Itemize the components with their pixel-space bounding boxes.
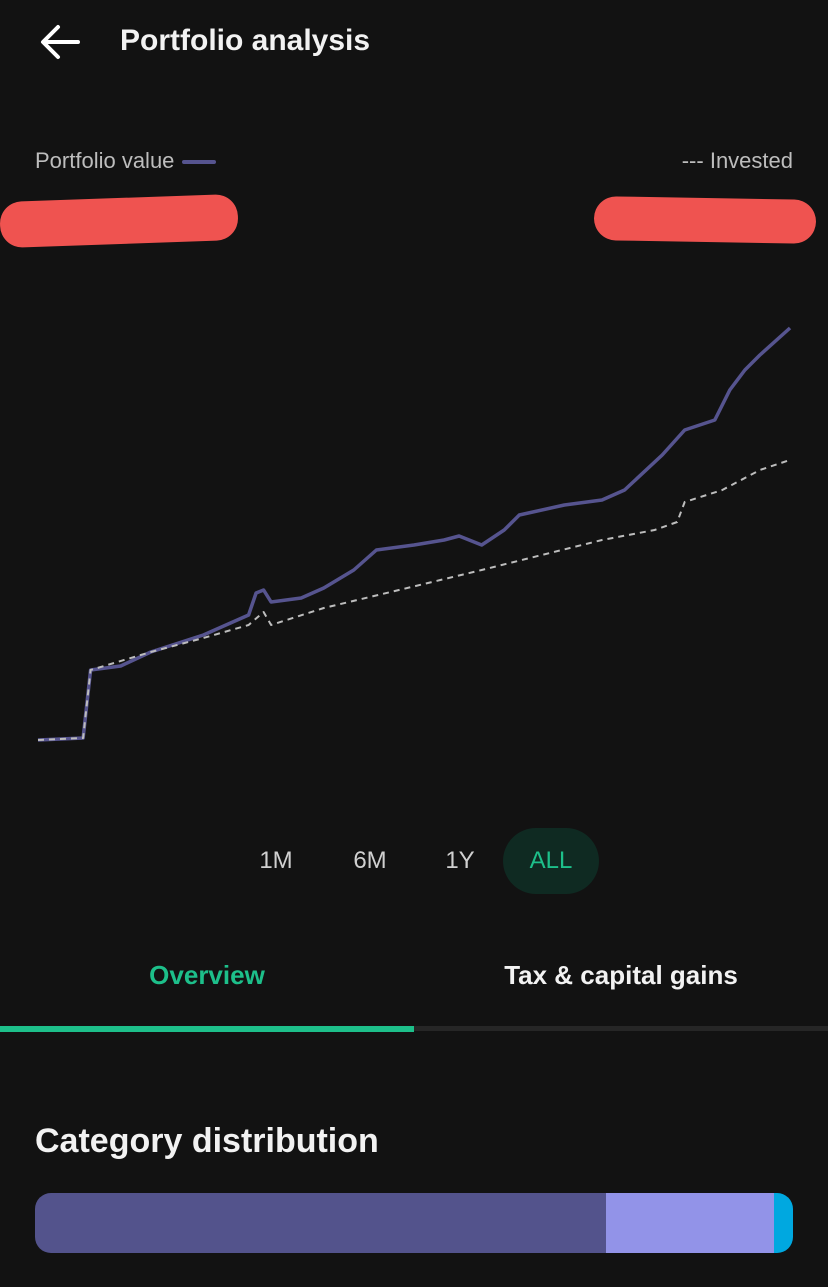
arrow-left-icon	[41, 25, 80, 59]
category-segment-2[interactable]	[605, 1193, 775, 1253]
legend-invested: --- Invested	[681, 148, 793, 173]
range-1m[interactable]: 1M	[259, 847, 293, 874]
legend-swatch	[182, 160, 217, 165]
series-line-portfolio-value	[37, 326, 792, 742]
category-segment-3[interactable]	[774, 1193, 793, 1253]
tab-overview[interactable]: Overview	[149, 960, 265, 990]
back-button[interactable]	[38, 22, 82, 62]
tab-divider	[0, 1026, 828, 1031]
page-title: Portfolio analysis	[120, 24, 371, 57]
portfolio-chart	[37, 326, 792, 742]
legend-portfolio-value: Portfolio value	[35, 148, 217, 174]
series-line-invested	[37, 459, 791, 741]
category-distribution-title: Category distribution	[35, 1122, 379, 1160]
range-1y[interactable]: 1Y	[445, 847, 475, 874]
category-segment-1[interactable]	[35, 1193, 606, 1253]
range-all[interactable]: ALL	[503, 828, 599, 894]
range-6m[interactable]: 6M	[353, 847, 387, 874]
tab-tax-capital-gains[interactable]: Tax & capital gains	[504, 960, 738, 990]
category-distribution-bar[interactable]	[35, 1193, 793, 1253]
legend-label: Portfolio value	[35, 148, 175, 173]
tab-active-indicator	[0, 1026, 414, 1032]
redacted-invested-value	[593, 196, 817, 244]
redacted-portfolio-value	[0, 193, 239, 249]
